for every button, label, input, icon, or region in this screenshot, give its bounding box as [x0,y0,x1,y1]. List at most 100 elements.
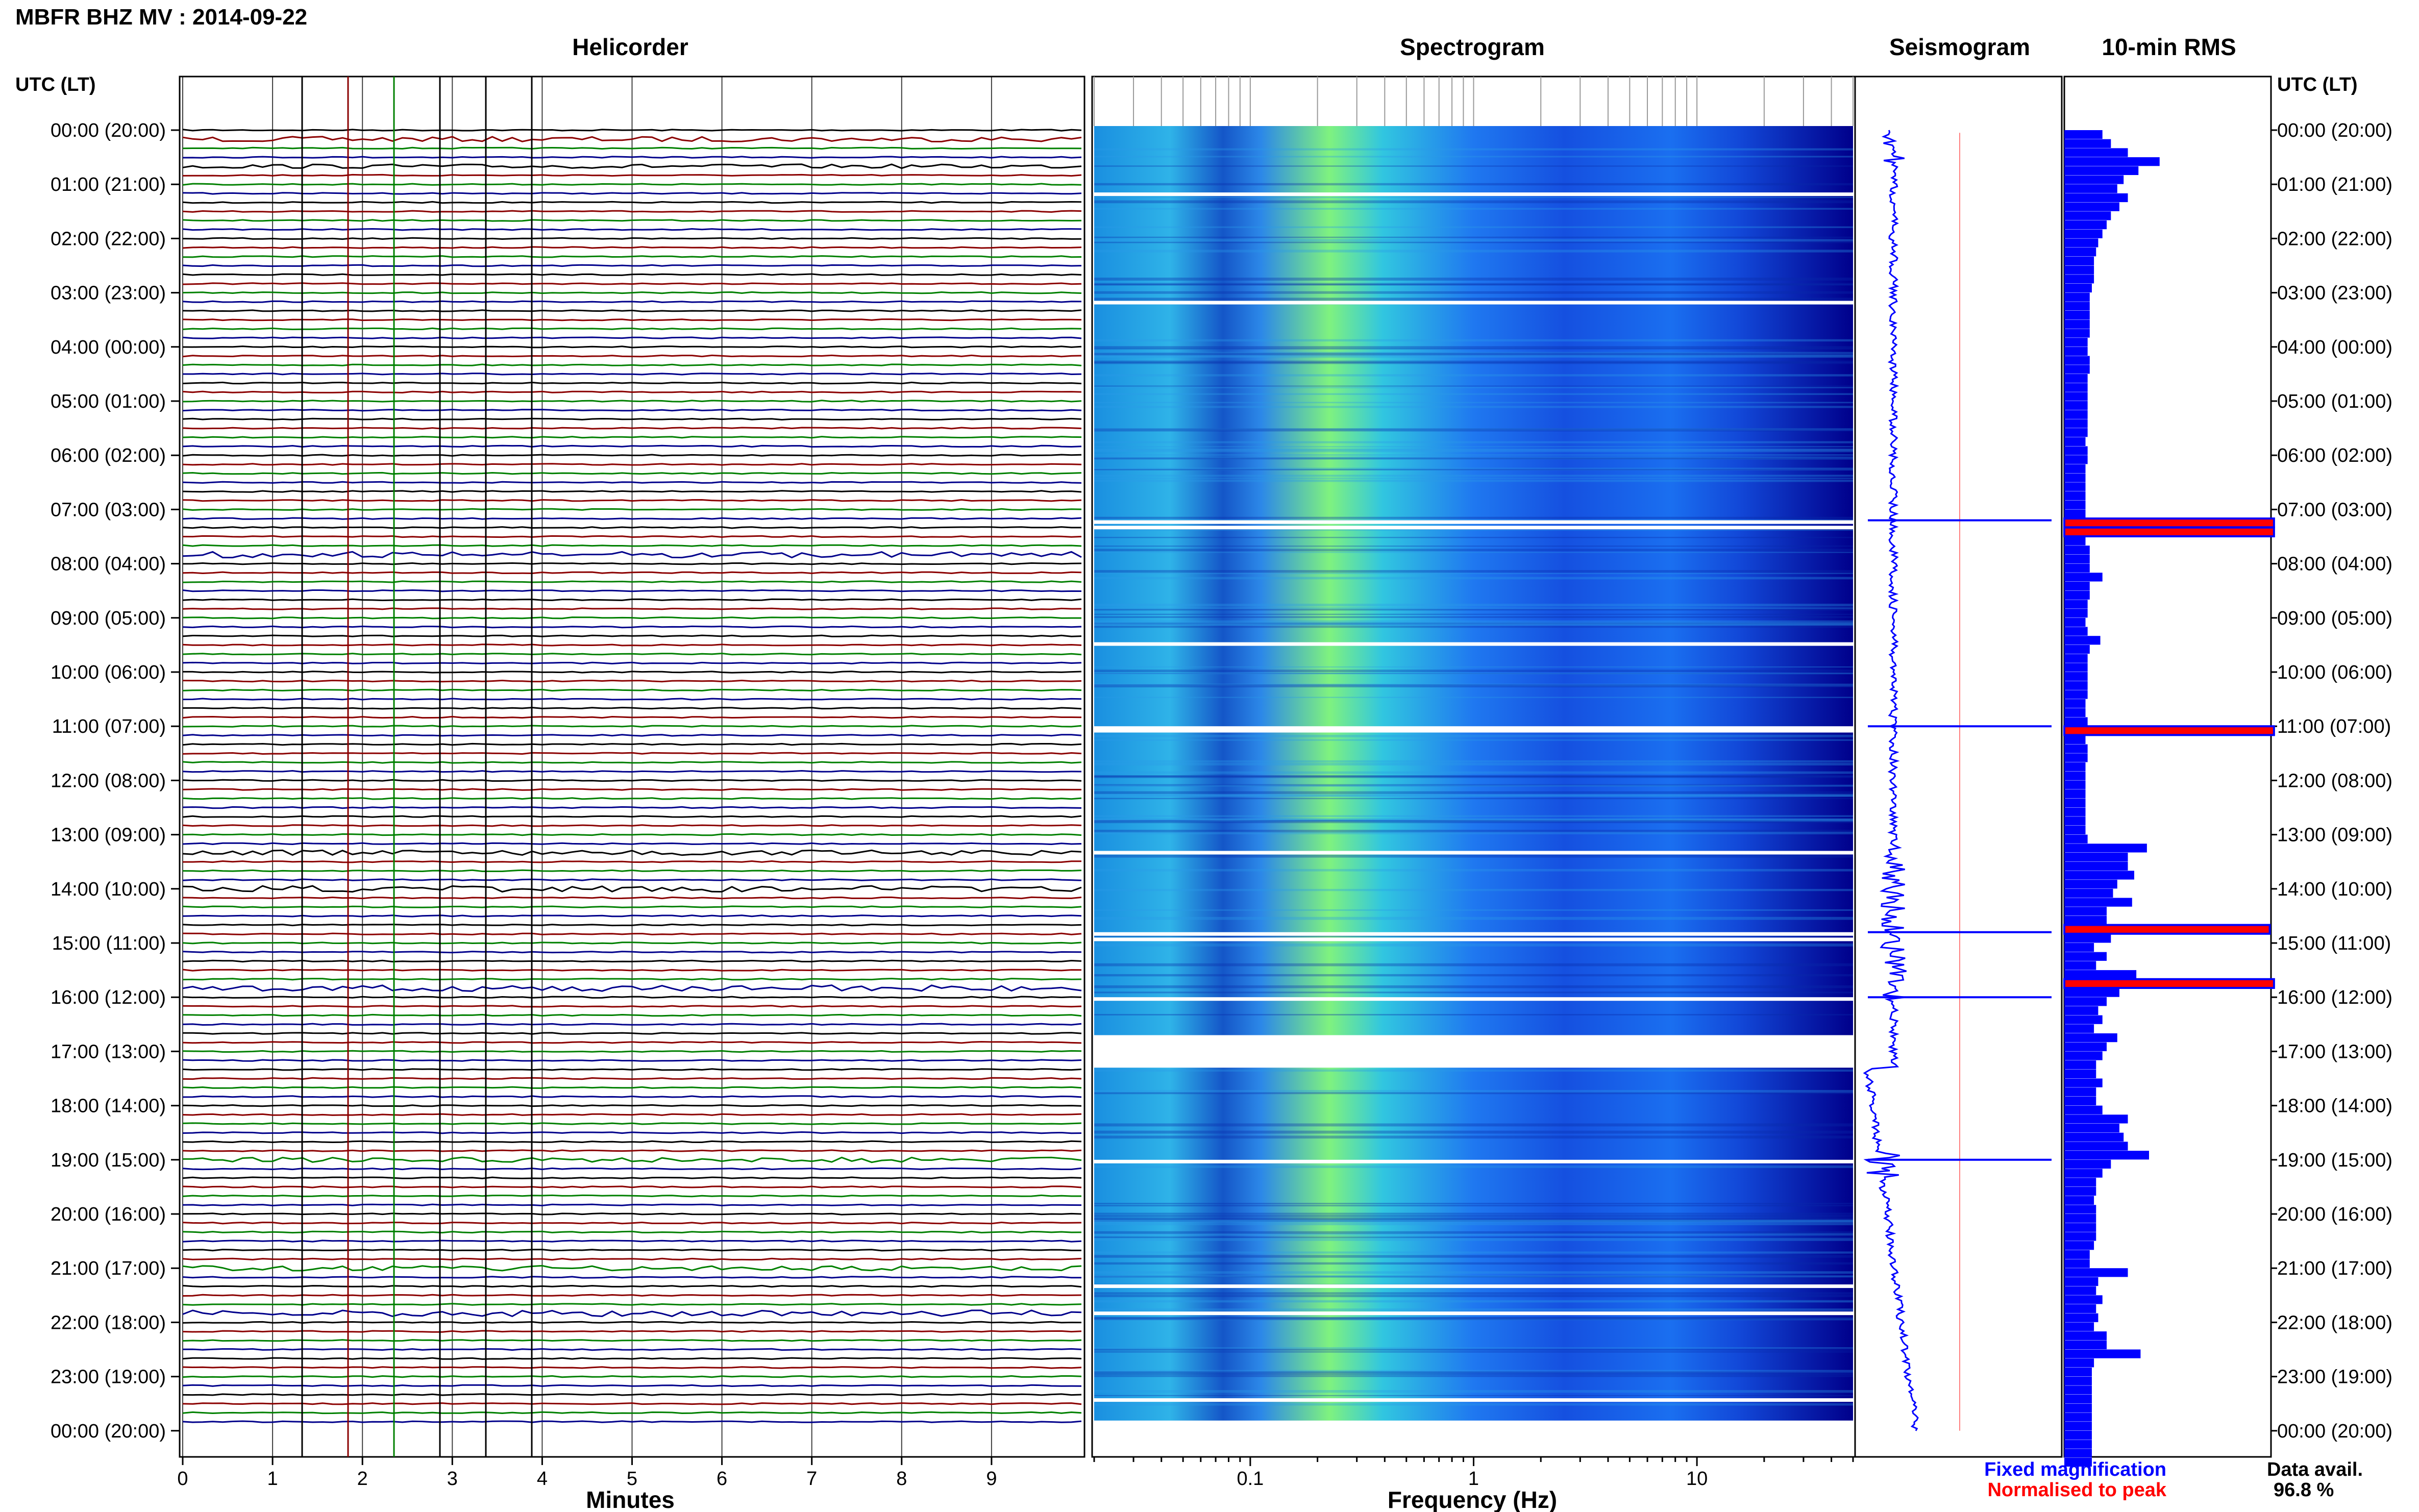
spectrogram-stripe [1094,1403,1853,1406]
spectrogram-stripe [1094,516,1853,519]
rms-bar [2064,1159,2111,1169]
time-label-right: 12:00 (08:00) [2277,770,2392,791]
helicorder-trace [182,688,1082,692]
rms-bar [2064,1214,2096,1223]
rms-bar [2064,744,2088,753]
helicorder-trace [182,661,1082,665]
rms-bar [2064,880,2117,889]
helicorder-trace [182,309,1082,312]
time-label-left: 04:00 (00:00) [51,337,166,358]
seismogram-frame [1854,76,2063,1458]
spectrogram-stripe [1094,672,1853,675]
rms-frame [2063,76,2272,1458]
helicorder-trace [182,544,1082,547]
minute-tick-label: 4 [537,1468,548,1490]
rms-bar [2064,600,2088,609]
helicorder-trace [182,183,1082,186]
spectrogram-stripe [1094,478,1853,479]
helicorder-trace [182,878,1082,881]
helicorder-panel [179,76,1085,1458]
spectrogram-stripe [1094,196,1853,198]
seismogram-title: Seismogram [1889,34,2030,60]
rms-bar [2064,1331,2107,1341]
minutes-axis-label: Minutes [586,1486,675,1512]
rms-bar [2064,1178,2096,1187]
helicorder-trace [182,562,1082,565]
seismogram-panel [1854,76,2063,1458]
spectrogram-stripe [1094,236,1853,238]
helicorder-trace [182,1257,1082,1261]
time-label-left: 19:00 (15:00) [51,1150,166,1171]
rms-bar [2064,311,2090,320]
spectrogram-stripe [1094,1351,1853,1353]
time-label-right: 17:00 (13:00) [2277,1041,2392,1062]
data-availability-value: 96.8 % [2274,1479,2334,1501]
time-label-left: 00:00 (20:00) [51,1421,166,1442]
spectrogram-stripe [1094,1214,1853,1218]
rms-bar [2064,283,2092,293]
spectrogram-stripe [1094,607,1853,609]
rms-bar [2064,1006,2099,1015]
spectrogram-stripe [1094,183,1853,186]
time-label-left: 11:00 (07:00) [52,716,166,737]
rms-bar [2064,690,2088,699]
time-label-left: 20:00 (16:00) [51,1204,166,1225]
spectrogram-stripe [1094,734,1853,737]
helicorder-trace [182,526,1081,529]
spectrogram-stripe [1094,888,1853,891]
helicorder-trace [182,951,1082,954]
seismogram-trace [1863,130,1919,1431]
rms-bar [2064,617,2086,627]
rms-bar [2064,582,2090,591]
helicorder-trace [182,996,1082,999]
time-label-right: 00:00 (20:00) [2277,1421,2392,1442]
spectrogram-gap [1094,1159,1853,1163]
time-label-left: 02:00 (22:00) [51,228,166,250]
helicorder-trace [182,1294,1082,1297]
helicorder-trace [182,1023,1082,1026]
rms-bar [2064,500,2086,509]
rms-bar [2064,1349,2141,1358]
rms-bar [2064,834,2088,844]
helicorder-trace [182,192,1082,195]
rms-bar [2064,292,2090,302]
rms-bar [2064,1069,2096,1078]
minute-tick-label: 9 [986,1468,997,1490]
helicorder-trace [182,779,1082,782]
spectrogram-gap [1094,1284,1853,1288]
helicorder-trace [182,1330,1082,1333]
spectrogram-stripe [1094,239,1853,242]
rms-bar [2064,346,2088,356]
minute-tick-label: 3 [447,1468,458,1490]
spectrogram-stripe [1094,1318,1853,1321]
spectrogram-stripe [1094,855,1853,858]
helicorder-trace [182,499,1082,502]
rms-bar [2064,256,2094,265]
spectrogram-stripe [1094,352,1853,355]
rms-bar [2064,1132,2124,1142]
rms-bar [2064,166,2139,175]
rms-bar [2063,725,2275,736]
spectrogram-gap [1094,726,1853,730]
spectrogram-stripe [1094,241,1853,243]
helicorder-trace [182,1393,1082,1396]
rms-bar [2064,753,2088,762]
time-label-right: 22:00 (18:00) [2277,1312,2392,1333]
spectrogram-stripe [1094,1092,1853,1095]
spectrogram-stripe [1094,353,1853,356]
helicorder-trace [182,318,1082,321]
rms-bar [2064,157,2160,166]
rms-bar [2064,1196,2094,1205]
helicorder-trace [182,1303,1082,1306]
time-label-right: 11:00 (07:00) [2277,716,2391,737]
spectrogram-stripe [1094,1203,1853,1205]
rms-bar [2064,816,2086,826]
rms-bar [2064,1015,2103,1024]
helicorder-trace [182,156,1082,159]
rms-bar [2064,1340,2107,1349]
spectrogram-stripe [1094,570,1853,573]
spectrogram-stripe [1094,1370,1853,1373]
rms-bar [2064,699,2086,708]
helicorder-trace [182,1212,1082,1216]
